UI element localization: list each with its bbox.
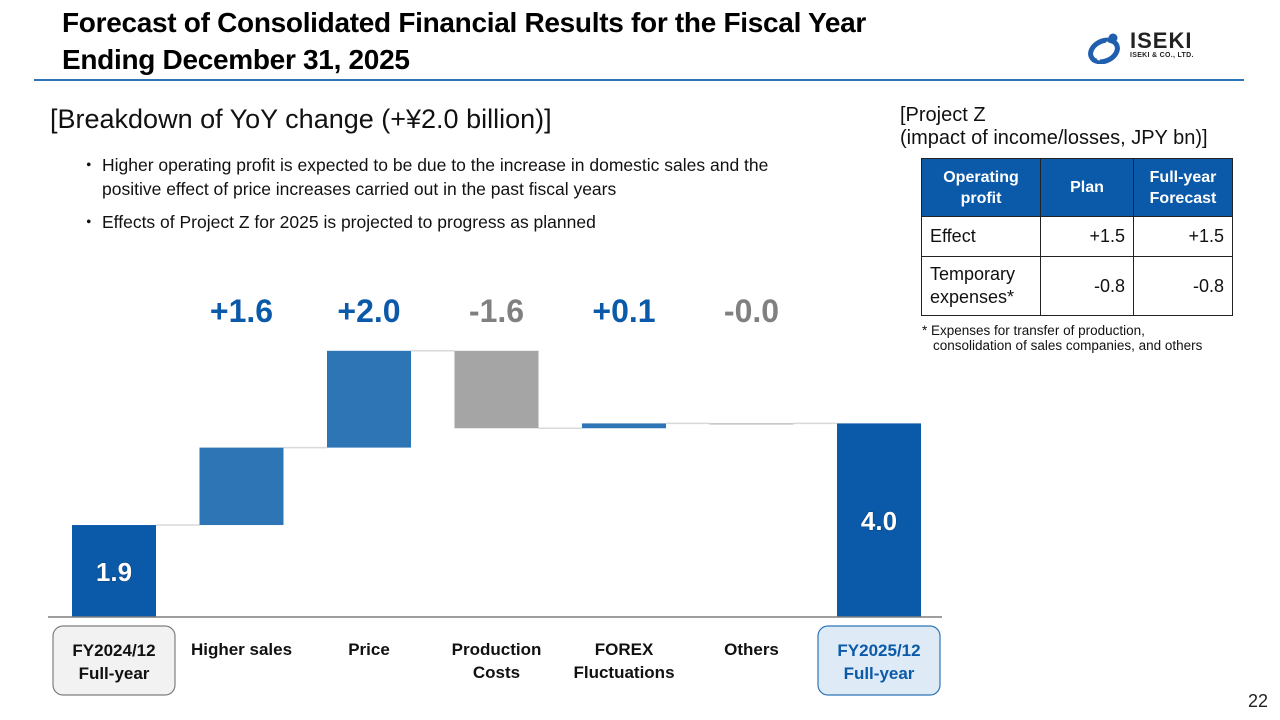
- delta-label: +2.0: [337, 293, 400, 329]
- company-logo: ISEKI ISEKI & CO., LTD.: [1086, 28, 1226, 68]
- project-z-title: [Project Z (impact of income/losses, JPY…: [900, 104, 1208, 150]
- bar-3: [327, 350, 411, 448]
- project-z-table: Operating profit Plan Full-year Forecast…: [921, 158, 1233, 316]
- bar-6: [709, 423, 794, 425]
- category-label-line: FOREX: [595, 640, 654, 659]
- header-operating-profit: Operating profit: [921, 158, 1041, 217]
- bullet-item: ・ Higher operating profit is expected to…: [80, 153, 800, 201]
- category-label: Price: [348, 640, 390, 659]
- category-label: Higher sales: [191, 640, 292, 659]
- project-z-title-line-2: (impact of income/losses, JPY bn)]: [900, 127, 1208, 149]
- category-label: Production Costs: [452, 640, 542, 682]
- bullet-icon: ・: [80, 155, 98, 175]
- category-label: Others: [724, 640, 779, 659]
- plan-value: +1.5: [1040, 216, 1134, 257]
- start-category-box: [52, 625, 176, 696]
- footnote-line-1: * Expenses for transfer of production,: [922, 323, 1145, 338]
- row-label: Temporary expenses*: [921, 256, 1041, 316]
- table-row: Temporary expenses* -0.8 -0.8: [921, 256, 1233, 316]
- bar-5: [582, 423, 666, 429]
- iseki-logo-icon: [1088, 33, 1120, 64]
- data-label: 1.9: [96, 557, 132, 587]
- category-label-line: Price: [348, 640, 390, 659]
- category-label-line: Others: [724, 640, 779, 659]
- title-divider: [34, 79, 1244, 81]
- page-title-line-2: Ending December 31, 2025: [62, 44, 410, 75]
- page-number: 22: [1247, 691, 1268, 711]
- bullet-icon: ・: [80, 212, 98, 232]
- project-z-title-line-1: [Project Z: [900, 104, 986, 126]
- plan-value: -0.8: [1040, 256, 1134, 316]
- bar-7: [837, 423, 921, 617]
- data-label: 4.0: [861, 506, 897, 536]
- waterfall-chart: 1.9 +1.6 +2.0 -1.6 +0.1 -0.0 4.0 FY2024/12 Full-…: [48, 293, 942, 696]
- category-label-line: FY2025/12: [837, 641, 920, 660]
- category-label-line: Production: [452, 640, 542, 659]
- logo-company-name: ISEKI & CO., LTD.: [1130, 52, 1194, 59]
- breakdown-heading: [Breakdown of YoY change (+¥2.0 billion)…: [50, 104, 552, 134]
- category-label-line: Costs: [473, 663, 520, 682]
- delta-label: -0.0: [724, 293, 779, 329]
- project-z-footnote: * Expenses for transfer of production, c…: [922, 323, 1202, 353]
- page-title-line-1: Forecast of Consolidated Financial Resul…: [62, 7, 866, 38]
- category-label: FOREX Fluctuations: [573, 640, 674, 682]
- delta-label: +1.6: [210, 293, 273, 329]
- category-label-line: Full-year: [844, 664, 915, 683]
- bar-4: [454, 350, 539, 429]
- category-label-line: Full-year: [79, 664, 150, 683]
- logo-brand: ISEKI: [1130, 28, 1193, 53]
- delta-label: +0.1: [592, 293, 655, 329]
- table-row: Effect +1.5 +1.5: [921, 216, 1233, 257]
- category-label: FY2025/12 Full-year: [837, 641, 920, 683]
- header-plan: Plan: [1040, 158, 1134, 217]
- category-label-line: FY2024/12: [72, 641, 155, 660]
- bar-2: [199, 447, 284, 526]
- forecast-value: -0.8: [1133, 256, 1233, 316]
- bullet-item: ・ Effects of Project Z for 2025 is proje…: [80, 210, 800, 234]
- bullet-text: Higher operating profit is expected to b…: [102, 155, 769, 199]
- page-title: Forecast of Consolidated Financial Resul…: [62, 4, 866, 78]
- row-label: Effect: [921, 216, 1041, 257]
- footnote-line-2: consolidation of sales companies, and ot…: [933, 338, 1203, 353]
- category-label-line: Higher sales: [191, 640, 292, 659]
- bullet-text: Effects of Project Z for 2025 is project…: [102, 212, 596, 232]
- category-label-line: Fluctuations: [573, 663, 674, 682]
- end-category-box: [817, 625, 941, 696]
- header-full-year-forecast: Full-year Forecast: [1133, 158, 1233, 217]
- table-header-row: Operating profit Plan Full-year Forecast: [921, 158, 1233, 217]
- bar-1: [72, 525, 156, 617]
- breakdown-bullets: ・ Higher operating profit is expected to…: [80, 153, 800, 243]
- forecast-value: +1.5: [1133, 216, 1233, 257]
- category-label: FY2024/12 Full-year: [72, 641, 155, 683]
- delta-label: -1.6: [469, 293, 524, 329]
